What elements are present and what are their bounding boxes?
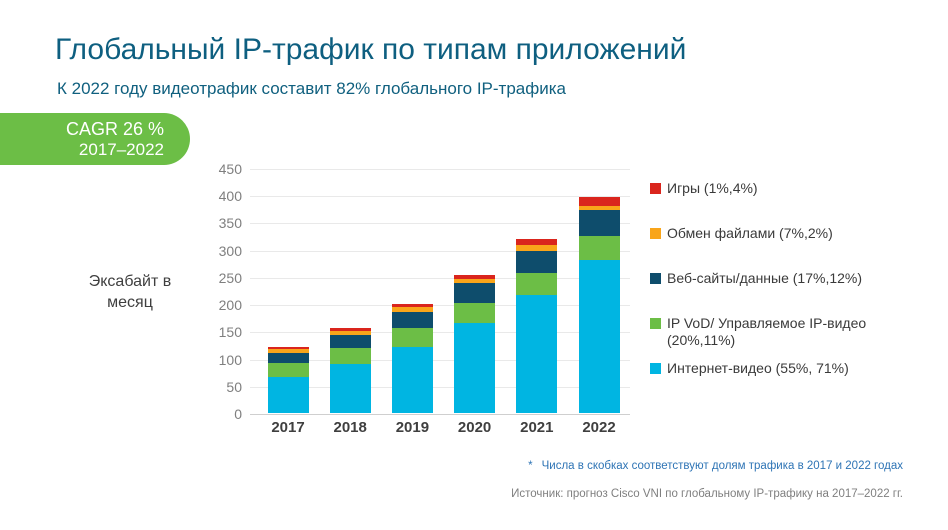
- bar-segment: [391, 346, 433, 413]
- legend-swatch-icon: [650, 273, 661, 284]
- bar-segment: [516, 239, 558, 246]
- legend-item: Обмен файлами (7%,2%): [650, 225, 912, 270]
- legend-item: Интернет-видео (55%, 71%): [650, 360, 912, 405]
- bar-segment: [454, 303, 496, 324]
- legend-swatch-icon: [650, 318, 661, 329]
- y-tick-label-350: 350: [218, 215, 242, 232]
- bar-segment: [267, 348, 309, 353]
- gridline-150: [250, 332, 630, 334]
- gridline-300: [250, 250, 630, 252]
- gridline-200: [250, 305, 630, 307]
- legend-label: Игры (1%,4%): [667, 180, 758, 196]
- y-tick-label-50: 50: [226, 378, 242, 395]
- y-tick-label-300: 300: [218, 242, 242, 259]
- bar-segment: [329, 348, 371, 364]
- source-note: Источник: прогноз Cisco VNI по глобально…: [511, 488, 903, 500]
- cagr-badge: CAGR 26 % 2017–2022: [0, 113, 190, 165]
- x-tick-label-2018: 2018: [333, 419, 367, 436]
- legend-label: Обмен файлами (7%,2%): [667, 225, 833, 241]
- x-tick-label-2017: 2017: [271, 419, 305, 436]
- bar-segment: [267, 352, 309, 364]
- bar-chart-plot-area: [250, 169, 630, 415]
- bar-2019: [391, 303, 433, 413]
- cagr-badge-value: CAGR 26 %: [65, 119, 164, 139]
- y-tick-label-450: 450: [218, 161, 242, 177]
- y-tick-label-100: 100: [218, 351, 242, 368]
- page-subtitle: К 2022 году видеотрафик составит 82% гло…: [57, 79, 567, 98]
- bar-2020: [454, 274, 496, 413]
- x-tick-label-2022: 2022: [582, 419, 616, 436]
- legend-label: IP VoD/ Управляемое IP-видео (20%,11%): [667, 315, 867, 348]
- bar-segment: [454, 274, 496, 279]
- bar-segment: [391, 328, 433, 347]
- y-tick-label-0: 0: [234, 406, 242, 422]
- bar-segment: [454, 283, 496, 304]
- footnote-marker: *: [528, 460, 533, 472]
- legend-swatch-icon: [650, 363, 661, 374]
- gridline-450: [250, 169, 630, 170]
- bar-segment: [391, 311, 433, 329]
- cagr-badge-period: 2017–2022: [78, 140, 164, 159]
- bar-segment: [267, 376, 309, 413]
- bar-segment: [516, 250, 558, 273]
- bar-segment: [329, 334, 371, 349]
- legend-item: Игры (1%,4%): [650, 180, 912, 225]
- bar-segment: [578, 210, 620, 237]
- bar-segment: [578, 205, 620, 211]
- bar-segment: [329, 330, 371, 335]
- bar-segment: [267, 363, 309, 377]
- bar-segment: [516, 272, 558, 296]
- bar-segment: [578, 236, 620, 261]
- bar-2021: [516, 239, 558, 413]
- y-tick-label-250: 250: [218, 269, 242, 286]
- bar-segment: [391, 303, 433, 307]
- gridline-50: [250, 386, 630, 388]
- bar-segment: [578, 260, 620, 413]
- legend-item: Веб-сайты/данные (17%,12%): [650, 270, 912, 315]
- gridline-250: [250, 277, 630, 279]
- gridline-400: [250, 196, 630, 198]
- x-axis-labels: 2017 2018 2019 2020 2021 2022: [250, 419, 630, 439]
- bar-segment: [454, 323, 496, 413]
- bar-segment: [329, 328, 371, 331]
- gridline-0: [250, 414, 630, 415]
- bar-segment: [329, 364, 371, 413]
- gridline-350: [250, 223, 630, 225]
- bar-segment: [516, 245, 558, 251]
- legend-swatch-icon: [650, 228, 661, 239]
- legend-swatch-icon: [650, 183, 661, 194]
- bar-segment: [578, 197, 620, 206]
- y-axis-unit-label: Эксабайт в месяц: [88, 273, 172, 311]
- page-title: Глобальный IP-трафик по типам приложений: [55, 33, 687, 66]
- bar-2017: [267, 346, 309, 413]
- chart-legend: Игры (1%,4%) Обмен файлами (7%,2%) Веб-сай…: [650, 180, 912, 405]
- bar-segment: [516, 295, 558, 413]
- x-tick-label-2019: 2019: [395, 419, 430, 436]
- bar-segment: [454, 278, 496, 284]
- legend-label: Веб-сайты/данные (17%,12%): [667, 270, 863, 286]
- bar-segment: [267, 346, 309, 349]
- y-axis-ticks: 0 50 100 150 200 250 300 350 400 450: [200, 161, 242, 422]
- bar-2018: [329, 328, 371, 413]
- bar-2022: [578, 197, 620, 413]
- y-tick-label-400: 400: [218, 188, 242, 205]
- bar-segment: [391, 306, 433, 312]
- footnote: * Числа в скобках соответствуют долям тра…: [528, 460, 903, 472]
- x-tick-label-2021: 2021: [520, 419, 554, 436]
- footnote-text: Числа в скобках соответствуют долям траф…: [541, 460, 903, 472]
- legend-item: IP VoD/ Управляемое IP-видео (20%,11%): [650, 315, 912, 360]
- x-tick-label-2020: 2020: [457, 419, 492, 436]
- gridline-100: [250, 359, 630, 361]
- y-tick-label-150: 150: [218, 324, 242, 341]
- y-tick-label-200: 200: [218, 297, 242, 314]
- legend-label: Интернет-видео (55%, 71%): [667, 360, 849, 376]
